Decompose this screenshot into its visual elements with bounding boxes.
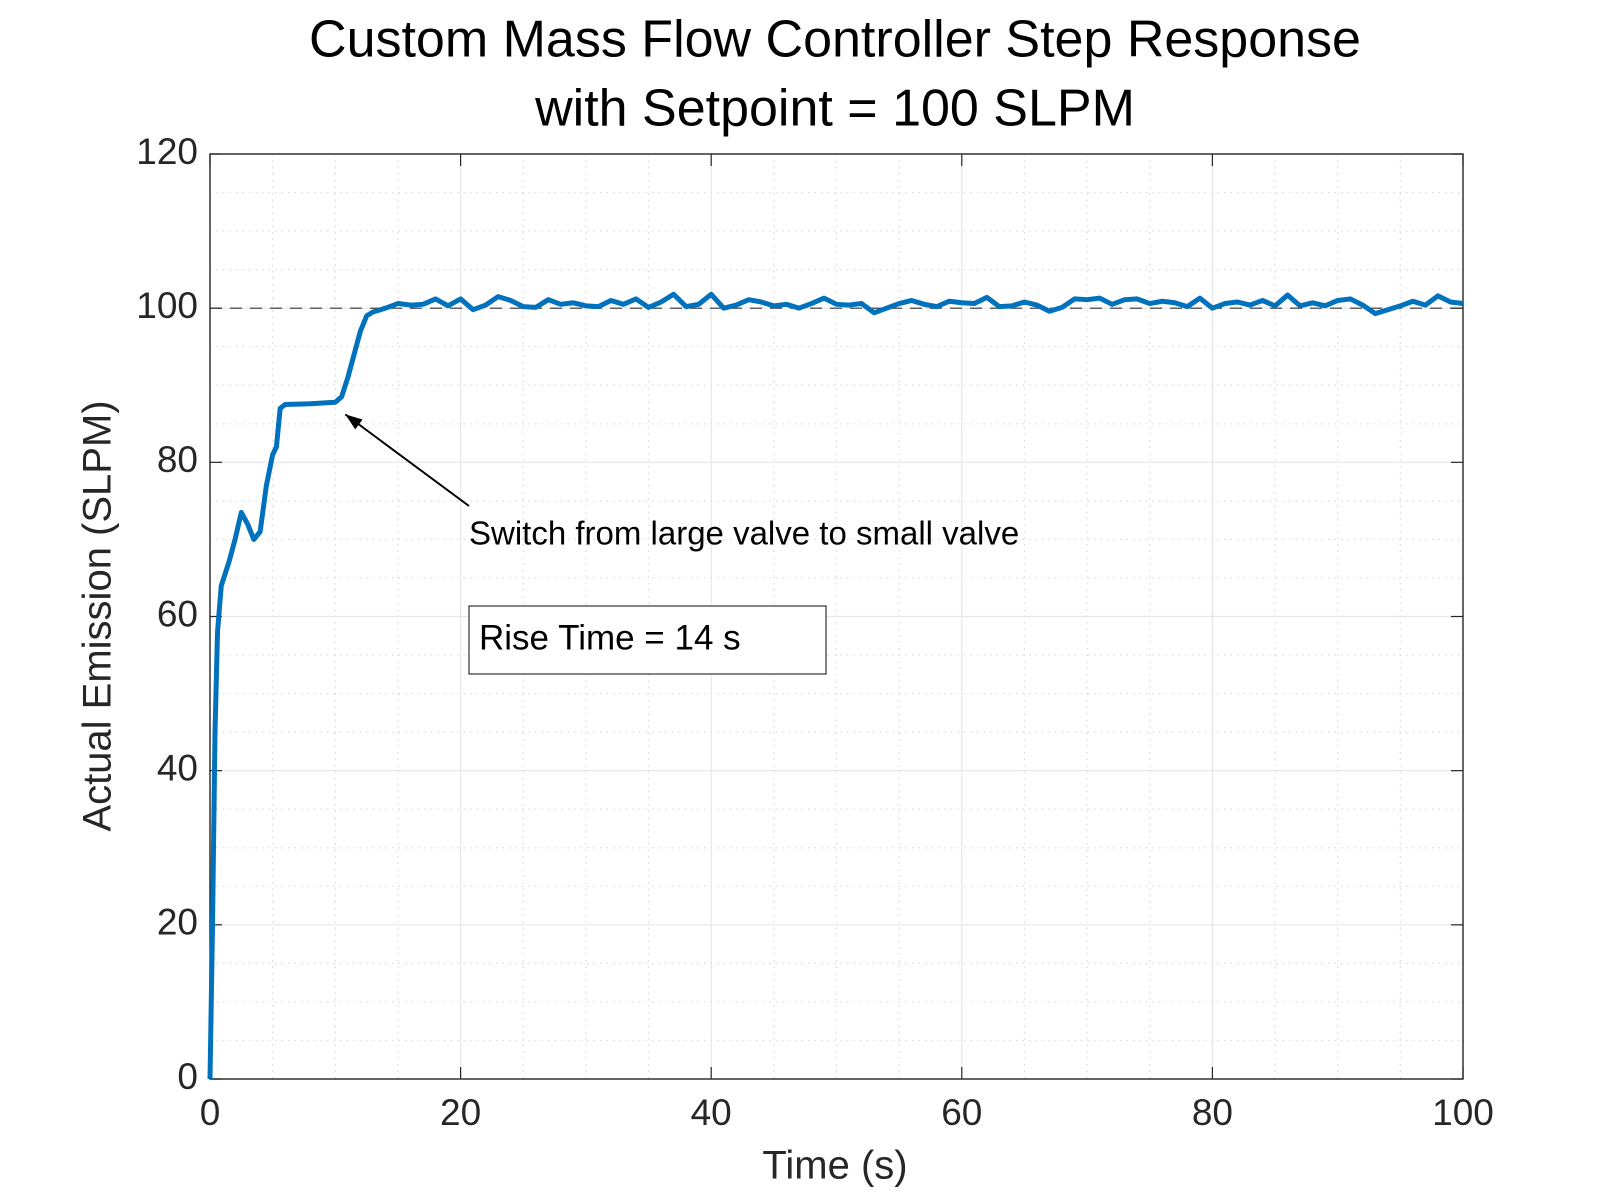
y-tick-label: 60 xyxy=(157,593,198,634)
y-tick-label: 120 xyxy=(136,131,198,172)
x-axis-label: Time (s) xyxy=(762,1144,907,1188)
x-tick-label: 20 xyxy=(440,1092,481,1133)
annotation-arrow xyxy=(344,413,470,507)
x-tick-label: 60 xyxy=(941,1092,982,1133)
x-tick-label: 100 xyxy=(1432,1092,1494,1133)
arrow-head xyxy=(345,414,363,430)
y-tick-label: 20 xyxy=(157,902,198,943)
y-tick-label: 40 xyxy=(157,747,198,788)
textbox-text: Rise Time = 14 s xyxy=(479,618,741,657)
axes-box xyxy=(209,153,1464,1080)
x-tick-label: 0 xyxy=(200,1092,221,1133)
y-tick-label: 0 xyxy=(177,1056,198,1097)
x-tick-label: 80 xyxy=(1192,1092,1233,1133)
chart-title: with Setpoint = 100 SLPM xyxy=(534,80,1135,138)
data-line xyxy=(207,291,1464,1080)
textbox-frame xyxy=(468,605,827,675)
y-axis-label: Actual Emission (SLPM) xyxy=(76,400,120,831)
chart-title: Custom Mass Flow Controller Step Respons… xyxy=(309,11,1361,69)
y-tick-label: 80 xyxy=(157,439,198,480)
annotation-text: Switch from large valve to small valve xyxy=(469,515,1019,552)
x-tick-label: 40 xyxy=(691,1092,732,1133)
y-tick-label: 100 xyxy=(136,285,198,326)
